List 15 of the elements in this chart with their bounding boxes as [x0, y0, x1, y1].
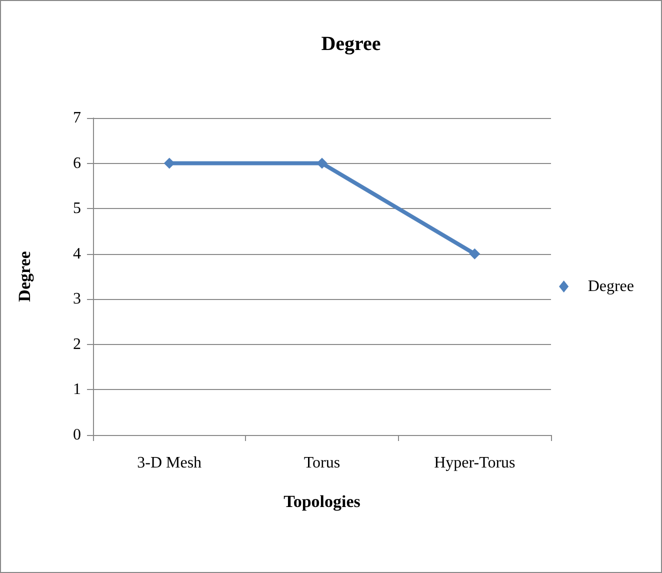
- x-tick-label: 3-D Mesh: [137, 454, 202, 472]
- y-tick-label: 3: [73, 290, 81, 308]
- y-tick-label: 6: [73, 154, 81, 172]
- y-tick-label: 5: [73, 200, 81, 218]
- y-tick-label: 1: [73, 381, 81, 398]
- y-tick-label: 4: [73, 245, 81, 262]
- x-tick-label: Torus: [304, 454, 340, 472]
- y-tick-label: 7: [73, 110, 81, 126]
- y-tick-label: 2: [73, 336, 81, 353]
- y-axis-title: Degree: [15, 250, 34, 302]
- legend-label: Degree: [588, 278, 634, 295]
- x-tick-label: Hyper-Torus: [434, 454, 516, 472]
- x-axis-title: Topologies: [284, 492, 361, 511]
- y-tick-label: 0: [73, 426, 81, 444]
- chart-title: Degree: [321, 33, 381, 55]
